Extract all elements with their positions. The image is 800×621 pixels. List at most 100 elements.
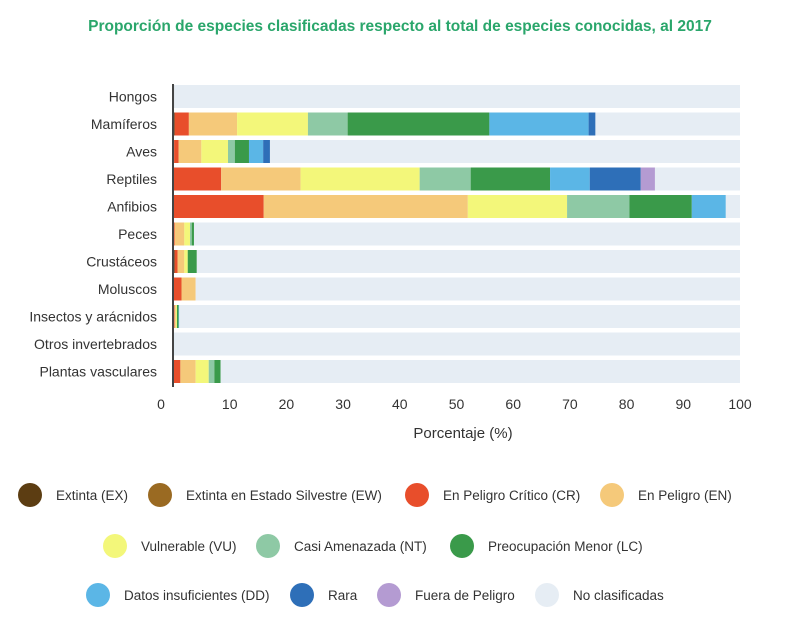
legend-swatch-en-peligro-critico-cr [405, 483, 429, 507]
bar-anfibios-en-peligro-critico-cr [173, 195, 264, 218]
legend-swatch-extinta-en-estado-silvestre-ew [148, 483, 172, 507]
bar-moluscos-en-peligro-critico-cr [173, 277, 182, 301]
category-label-crustaceos: Crustáceos [86, 254, 157, 270]
x-tick-50: 50 [449, 396, 465, 412]
bar-reptiles-fuera-de-peligro [640, 167, 655, 191]
bar-anfibios-casi-amenazada-nt [567, 195, 630, 218]
category-label-hongos: Hongos [109, 89, 157, 105]
x-tick-40: 40 [392, 396, 408, 412]
legend-swatch-fuera-de-peligro [377, 583, 401, 607]
category-label-insectos-y-aracnidos: Insectos y arácnidos [29, 309, 157, 325]
bar-aves-datos-insuficientes-dd [248, 140, 264, 163]
legend-label-preocupacion-menor-lc: Preocupación Menor (LC) [488, 539, 643, 554]
bar-mamiferos-preocupacion-menor-lc [347, 112, 490, 136]
legend-label-no-clasificadas: No clasificadas [573, 588, 664, 603]
bar-otros-invertebrados-no-clasificadas [174, 332, 740, 356]
legend-label-extinta-ex: Extinta (EX) [56, 488, 128, 503]
x-axis-label: Porcentaje (%) [413, 425, 512, 442]
legend-label-rara: Rara [328, 588, 358, 603]
bar-mamiferos-datos-insuficientes-dd [489, 112, 589, 136]
category-label-reptiles: Reptiles [106, 171, 157, 187]
x-tick-60: 60 [505, 396, 521, 412]
bar-anfibios-en-peligro-en [263, 195, 468, 218]
category-label-plantas-vasculares: Plantas vasculares [39, 364, 157, 380]
x-tick-70: 70 [562, 396, 578, 412]
bar-reptiles-no-clasificadas [654, 167, 740, 191]
bar-reptiles-datos-insuficientes-dd [550, 167, 590, 191]
bar-peces-casi-amenazada-nt [190, 222, 192, 246]
legend-swatch-preocupacion-menor-lc [450, 534, 474, 558]
bar-aves-en-peligro-en [178, 140, 202, 163]
legend-label-extinta-en-estado-silvestre-ew: Extinta en Estado Silvestre (EW) [186, 488, 382, 503]
bar-mamiferos-casi-amenazada-nt [307, 112, 348, 136]
chart-title: Proporción de especies clasificadas resp… [88, 18, 712, 35]
x-tick-10: 10 [222, 396, 238, 412]
category-label-mamiferos: Mamíferos [91, 116, 157, 132]
bar-mamiferos-vulnerable-vu [237, 112, 308, 136]
bar-crustaceos-preocupacion-menor-lc [187, 250, 197, 273]
bar-insectos-y-aracnidos-en-peligro-critico-cr [174, 305, 175, 328]
bar-reptiles-rara [589, 167, 641, 191]
bar-crustaceos-vulnerable-vu [184, 250, 188, 273]
bar-peces-no-clasificadas [193, 222, 740, 246]
bar-insectos-y-aracnidos-en-peligro-en [174, 305, 176, 328]
bar-aves-rara [263, 140, 270, 163]
legend: Extinta (EX) Extinta en Estado Silvestre … [18, 483, 732, 607]
x-tick-90: 90 [676, 396, 692, 412]
legend-label-datos-insuficientes-dd: Datos insuficientes (DD) [124, 588, 270, 603]
category-label-otros-invertebrados: Otros invertebrados [34, 336, 157, 352]
bar-anfibios-vulnerable-vu [467, 195, 568, 218]
bar-insectos-y-aracnidos-datos-insuficientes-dd [178, 305, 180, 328]
legend-label-en-peligro-critico-cr: En Peligro Crítico (CR) [443, 488, 580, 503]
bar-mamiferos-en-peligro-critico-cr [174, 112, 189, 136]
category-label-anfibios: Anfibios [107, 199, 157, 215]
bar-plantas-vasculares-en-peligro-critico-cr [173, 360, 181, 383]
bar-plantas-vasculares-en-peligro-en [180, 360, 196, 383]
bars-group [173, 85, 741, 383]
bar-reptiles-vulnerable-vu [300, 167, 420, 191]
category-label-moluscos: Moluscos [98, 281, 157, 297]
legend-swatch-datos-insuficientes-dd [86, 583, 110, 607]
bar-crustaceos-no-clasificadas [196, 250, 741, 273]
bar-mamiferos-rara [588, 112, 596, 136]
legend-swatch-extinta-ex [18, 483, 42, 507]
category-label-peces: Peces [118, 226, 157, 242]
bar-anfibios-datos-insuficientes-dd [691, 195, 726, 218]
category-labels: Hongos Mamíferos Aves Reptiles Anfibios Peces… [29, 89, 157, 380]
x-tick-20: 20 [279, 396, 295, 412]
category-label-aves: Aves [126, 144, 157, 160]
bar-aves-preocupacion-menor-lc [234, 140, 249, 163]
bar-crustaceos-en-peligro-critico-cr [174, 250, 178, 273]
bar-moluscos-en-peligro-en [181, 277, 196, 301]
x-tick-80: 80 [619, 396, 635, 412]
legend-label-en-peligro-en: En Peligro (EN) [638, 488, 732, 503]
bar-reptiles-casi-amenazada-nt [419, 167, 471, 191]
x-tick-labels: 0 10 20 30 40 50 60 70 80 90 100 [157, 396, 752, 412]
bar-aves-no-clasificadas [269, 140, 740, 163]
bar-reptiles-en-peligro-critico-cr [173, 167, 222, 191]
bar-moluscos-no-clasificadas [195, 277, 740, 301]
legend-swatch-no-clasificadas [535, 583, 559, 607]
bar-peces-preocupacion-menor-lc [191, 222, 194, 246]
legend-swatch-vulnerable-vu [103, 534, 127, 558]
legend-swatch-casi-amenazada-nt [256, 534, 280, 558]
legend-swatch-rara [290, 583, 314, 607]
bar-aves-vulnerable-vu [201, 140, 228, 163]
bar-plantas-vasculares-casi-amenazada-nt [208, 360, 215, 383]
bar-mamiferos-no-clasificadas [595, 112, 740, 136]
x-tick-100: 100 [728, 396, 752, 412]
x-tick-30: 30 [335, 396, 351, 412]
bar-peces-vulnerable-vu [184, 222, 191, 246]
bar-anfibios-preocupacion-menor-lc [629, 195, 692, 218]
bar-reptiles-preocupacion-menor-lc [470, 167, 551, 191]
bar-reptiles-en-peligro-en [221, 167, 301, 191]
x-tick-0: 0 [157, 396, 165, 412]
bar-plantas-vasculares-vulnerable-vu [195, 360, 209, 383]
bar-aves-en-peligro-critico-cr [174, 140, 179, 163]
bar-anfibios-no-clasificadas [725, 195, 740, 218]
bar-peces-en-peligro-en [174, 222, 185, 246]
legend-label-fuera-de-peligro: Fuera de Peligro [415, 588, 515, 603]
legend-label-casi-amenazada-nt: Casi Amenazada (NT) [294, 539, 427, 554]
legend-label-vulnerable-vu: Vulnerable (VU) [141, 539, 237, 554]
